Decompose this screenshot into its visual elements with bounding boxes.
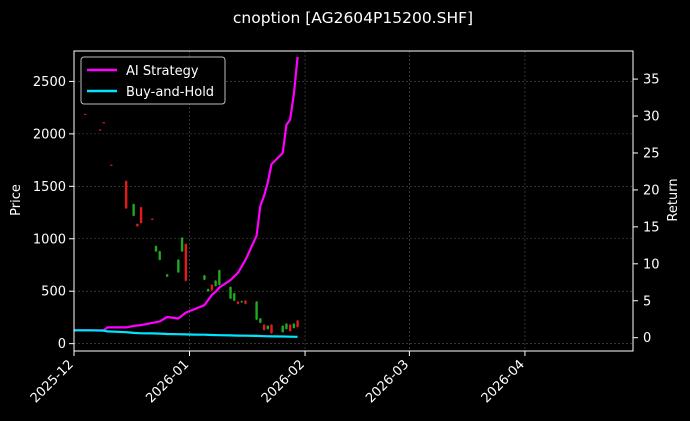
- candle-body: [136, 224, 139, 227]
- y2-tick-label: 15: [643, 220, 660, 235]
- candle-body: [270, 324, 273, 334]
- candle-body: [139, 207, 143, 224]
- y-axis-label: Price: [9, 184, 24, 216]
- candle-body: [158, 251, 161, 260]
- candle-body: [180, 237, 184, 252]
- candle-body: [154, 246, 158, 252]
- y2-tick-label: 30: [643, 110, 660, 125]
- candle-body: [177, 259, 180, 273]
- y2-tick-label: 5: [643, 294, 651, 309]
- y2-tick-label: 20: [643, 183, 660, 198]
- y2-tick-label: 25: [643, 146, 660, 161]
- candle-body: [184, 244, 187, 281]
- candle-body: [262, 324, 266, 331]
- y2-tick-label: 35: [643, 73, 660, 88]
- candle-body: [240, 301, 243, 303]
- y-tick-label: 2000: [33, 127, 66, 142]
- candle-body: [165, 274, 169, 277]
- y2-tick-label: 0: [643, 331, 651, 346]
- candle-body: [132, 204, 135, 216]
- line-series: [74, 56, 299, 338]
- candle-body: [292, 323, 296, 328]
- candle-body: [206, 289, 210, 292]
- candle-body: [236, 301, 240, 304]
- plot-frame: [73, 50, 634, 352]
- y-tick-label: 0: [58, 337, 66, 352]
- candle-body: [214, 280, 217, 286]
- candle-body: [83, 113, 87, 115]
- candle-body: [285, 323, 288, 329]
- candle-body: [288, 324, 292, 332]
- y2-tick-label: 10: [643, 257, 660, 272]
- candle-body: [210, 284, 214, 291]
- candle-body: [110, 164, 113, 166]
- candle-body: [244, 300, 247, 304]
- candle-body: [98, 129, 102, 131]
- chart-title: cnoption [AG2604P15200.SHF]: [233, 9, 473, 27]
- candle-body: [296, 320, 299, 327]
- legend: AI Strategy Buy-and-Hold: [80, 56, 226, 105]
- candle-body: [255, 301, 258, 320]
- ai-strategy-line: [74, 56, 299, 332]
- legend-label-buy-and-hold: Buy-and-Hold: [126, 85, 214, 100]
- y-tick-label: 1500: [33, 180, 66, 195]
- y2-axis-label: Return: [666, 178, 681, 221]
- candlestick-series: [83, 113, 299, 334]
- candle-body: [151, 218, 154, 220]
- y-tick-label: 500: [41, 285, 66, 300]
- grid: [73, 51, 633, 351]
- candle-body: [281, 325, 284, 333]
- candle-body: [259, 318, 262, 323]
- legend-label-ai-strategy: AI Strategy: [126, 64, 199, 79]
- candle-body: [266, 325, 269, 329]
- candle-body: [102, 122, 106, 124]
- candle-body: [203, 275, 206, 280]
- candle-body: [233, 293, 236, 301]
- candle-body: [218, 270, 221, 285]
- candle-body: [229, 287, 232, 299]
- candle-body: [124, 181, 128, 209]
- y-tick-label: 2500: [33, 75, 66, 90]
- y-tick-label: 1000: [33, 232, 66, 247]
- buy-and-hold-line: [74, 329, 298, 338]
